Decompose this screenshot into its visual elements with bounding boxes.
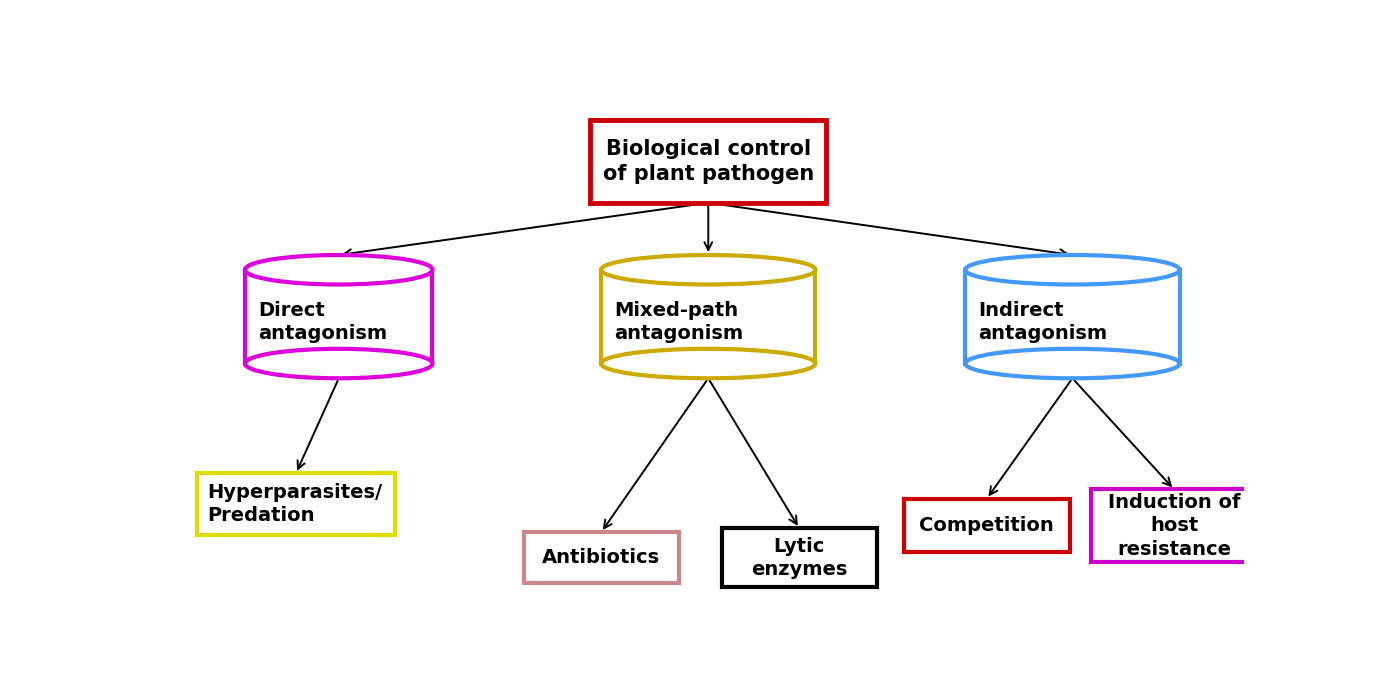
Text: Competition: Competition xyxy=(919,516,1054,535)
FancyBboxPatch shape xyxy=(1092,489,1258,562)
Ellipse shape xyxy=(601,255,815,285)
Polygon shape xyxy=(245,270,433,363)
Text: Hyperparasites/
Predation: Hyperparasites/ Predation xyxy=(207,483,383,525)
Text: Biological control
of plant pathogen: Biological control of plant pathogen xyxy=(603,139,814,184)
Ellipse shape xyxy=(601,349,815,379)
Text: Mixed-path
antagonism: Mixed-path antagonism xyxy=(614,301,744,343)
FancyBboxPatch shape xyxy=(590,120,826,203)
Ellipse shape xyxy=(965,255,1179,285)
Text: Antibiotics: Antibiotics xyxy=(542,548,661,567)
Text: Indirect
antagonism: Indirect antagonism xyxy=(978,301,1107,343)
Polygon shape xyxy=(601,270,815,363)
FancyBboxPatch shape xyxy=(524,532,679,583)
Polygon shape xyxy=(965,270,1179,363)
Ellipse shape xyxy=(245,255,433,285)
FancyBboxPatch shape xyxy=(196,473,395,535)
Ellipse shape xyxy=(965,349,1179,379)
Ellipse shape xyxy=(245,349,433,379)
Text: Direct
antagonism: Direct antagonism xyxy=(258,301,387,343)
Text: Lytic
enzymes: Lytic enzymes xyxy=(752,537,847,579)
Text: Induction of
host
resistance: Induction of host resistance xyxy=(1108,493,1241,559)
FancyBboxPatch shape xyxy=(904,499,1070,553)
FancyBboxPatch shape xyxy=(721,528,878,587)
